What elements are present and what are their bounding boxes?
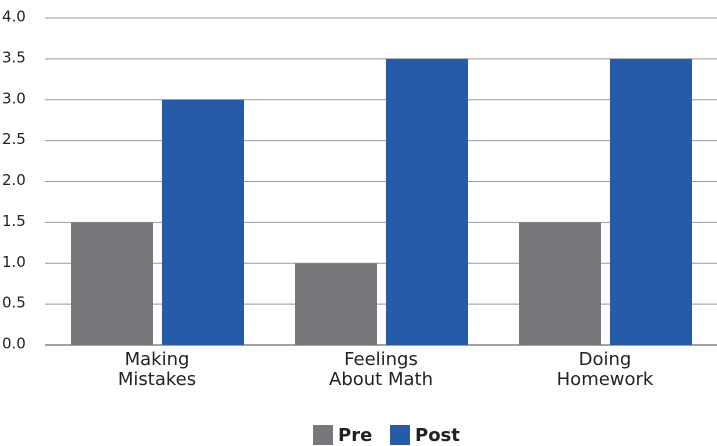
legend-item: Pre [313, 424, 372, 446]
y-tick-label: 1.0 [2, 253, 26, 271]
legend-item: Post [390, 424, 460, 446]
bar [162, 99, 244, 345]
bar [295, 263, 377, 345]
y-tick-label: 0.0 [2, 335, 26, 353]
y-tick-label: 4.0 [2, 8, 26, 26]
bar [386, 58, 468, 345]
bar [519, 222, 601, 345]
x-tick-label: Feelings About Math [329, 349, 433, 390]
legend-swatch [390, 425, 410, 445]
y-tick-label: 2.0 [2, 171, 26, 189]
y-tick-label: 2.5 [2, 130, 26, 148]
y-tick-label: 1.5 [2, 212, 26, 230]
legend-swatch [313, 425, 333, 445]
x-tick-label: Doing Homework [556, 349, 654, 390]
x-tick-label: Making Mistakes [117, 349, 197, 390]
y-tick-label: 0.5 [2, 294, 26, 312]
y-tick-label: 3.5 [2, 48, 26, 66]
legend-label: Post [415, 424, 460, 446]
bar [610, 58, 692, 345]
bar [71, 222, 153, 345]
legend-label: Pre [338, 424, 373, 446]
y-tick-label: 3.0 [2, 89, 26, 107]
